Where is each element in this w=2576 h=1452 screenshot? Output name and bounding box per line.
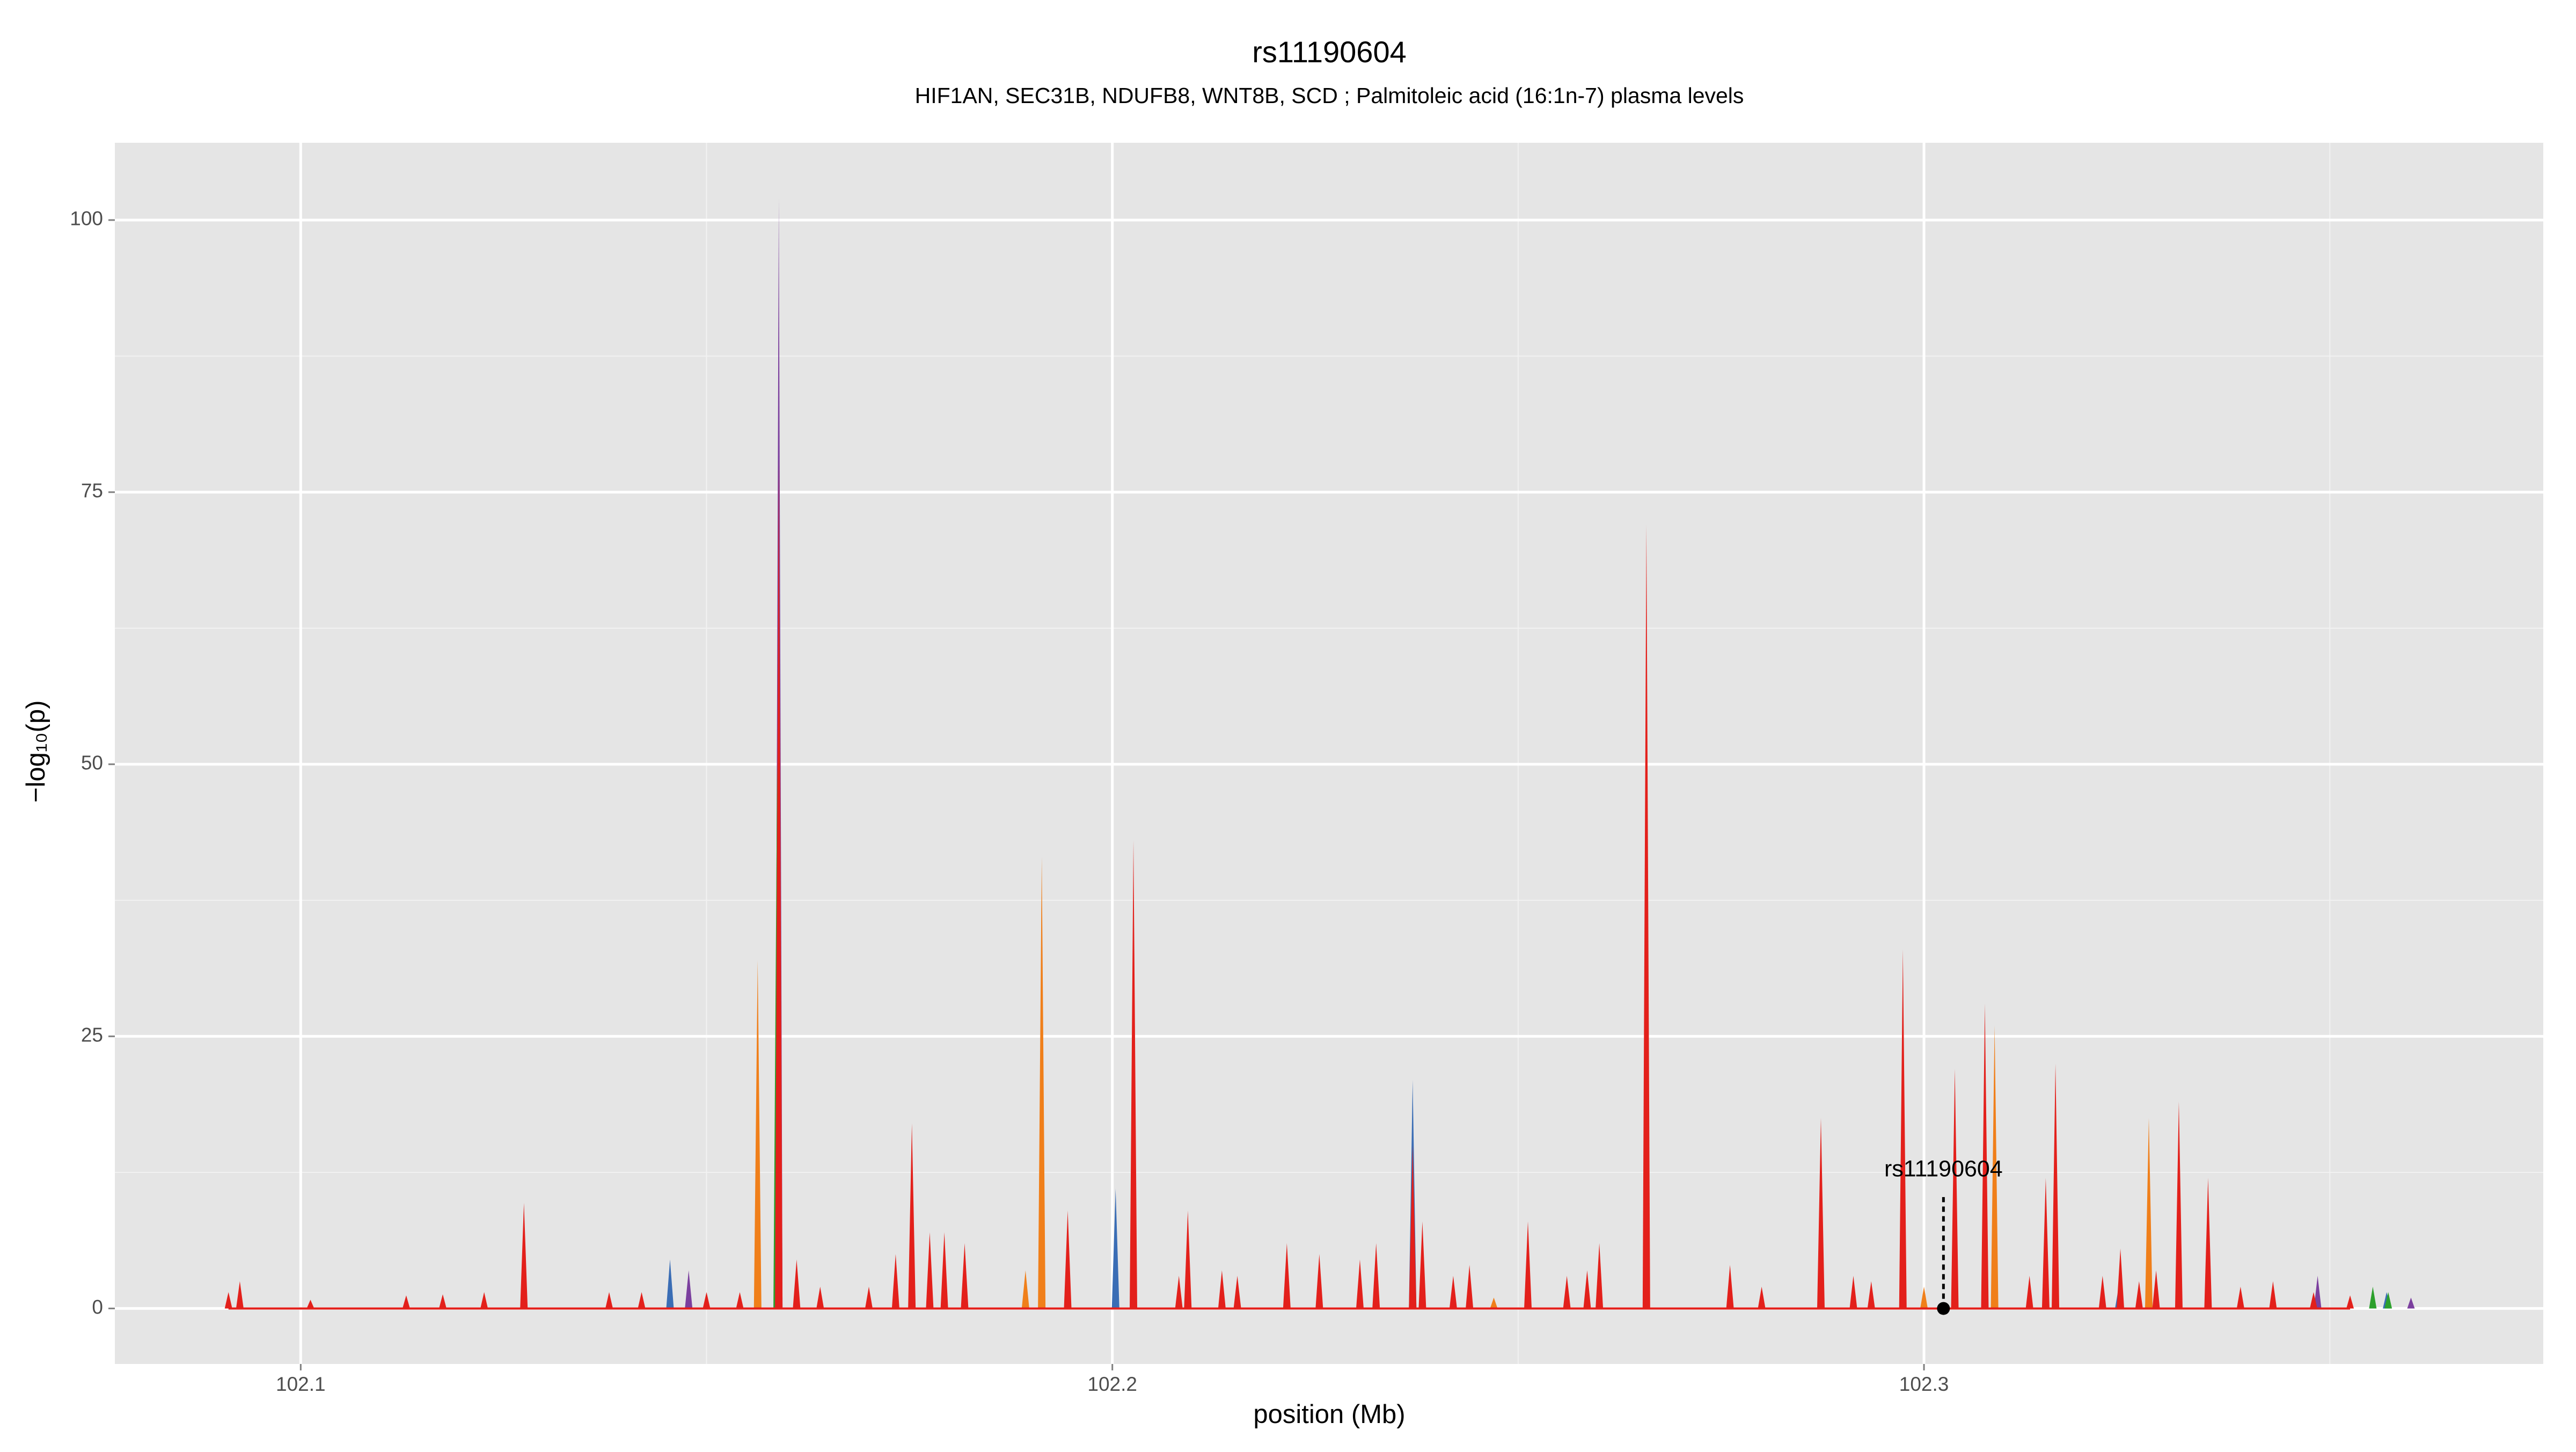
spike bbox=[236, 1281, 244, 1309]
spike bbox=[1981, 1003, 1989, 1309]
spike bbox=[2025, 1275, 2033, 1309]
spike bbox=[2384, 1292, 2392, 1309]
spike bbox=[1064, 1210, 1072, 1309]
spike bbox=[438, 1294, 447, 1309]
spike bbox=[520, 1202, 528, 1309]
spike bbox=[1218, 1270, 1226, 1309]
x-tick-label: 102.2 bbox=[1087, 1373, 1137, 1395]
spike bbox=[1184, 1210, 1192, 1309]
spike bbox=[1849, 1275, 1857, 1309]
y-axis-label: −log₁₀(p) bbox=[21, 701, 50, 803]
spike bbox=[736, 1292, 744, 1309]
spike bbox=[2346, 1295, 2354, 1309]
spike bbox=[2310, 1292, 2318, 1309]
spike bbox=[2135, 1281, 2143, 1309]
spike bbox=[961, 1243, 969, 1309]
spike bbox=[865, 1287, 873, 1309]
spike bbox=[1817, 1118, 1825, 1309]
spike bbox=[1990, 1025, 1999, 1309]
spike bbox=[2041, 1178, 2050, 1309]
chart-title: rs11190604 bbox=[1252, 35, 1407, 69]
x-tick-label: 102.3 bbox=[1899, 1373, 1949, 1395]
spike bbox=[1524, 1221, 1532, 1309]
spike bbox=[940, 1232, 948, 1309]
y-tick-label: 50 bbox=[81, 752, 103, 774]
chart-subtitle: HIF1AN, SEC31B, NDUFB8, WNT8B, SCD ; Pal… bbox=[915, 83, 1744, 108]
spike bbox=[1409, 1145, 1417, 1309]
spike bbox=[1642, 524, 1650, 1309]
spike bbox=[1758, 1287, 1766, 1309]
x-axis-label: position (Mb) bbox=[1253, 1400, 1405, 1429]
spike bbox=[2314, 1275, 2322, 1309]
spike bbox=[402, 1295, 410, 1309]
spike bbox=[1596, 1243, 1604, 1309]
spike bbox=[224, 1292, 232, 1309]
spike bbox=[1449, 1275, 1457, 1309]
spike bbox=[1726, 1265, 1734, 1309]
spike bbox=[1233, 1275, 1241, 1309]
spike bbox=[1130, 840, 1138, 1309]
spike bbox=[702, 1292, 711, 1309]
spike bbox=[2204, 1178, 2212, 1309]
spike bbox=[2236, 1287, 2244, 1309]
spike bbox=[1356, 1259, 1364, 1309]
spike bbox=[1583, 1270, 1591, 1309]
spike bbox=[1021, 1270, 1029, 1309]
spike bbox=[1175, 1275, 1183, 1309]
spike bbox=[1899, 949, 1907, 1309]
spike bbox=[926, 1232, 934, 1309]
spike bbox=[2052, 1063, 2060, 1309]
spike bbox=[775, 459, 783, 1309]
spike bbox=[685, 1270, 693, 1309]
x-tick-label: 102.1 bbox=[276, 1373, 326, 1395]
spike bbox=[753, 960, 762, 1309]
spike bbox=[1111, 1188, 1119, 1309]
spike bbox=[891, 1254, 899, 1309]
spike bbox=[908, 1123, 916, 1309]
spike bbox=[1315, 1254, 1323, 1309]
spike bbox=[1951, 1069, 1959, 1309]
spike bbox=[480, 1292, 488, 1309]
y-tick-label: 0 bbox=[92, 1296, 103, 1318]
y-tick-label: 75 bbox=[81, 480, 103, 502]
spike bbox=[793, 1259, 801, 1309]
spike bbox=[306, 1300, 314, 1309]
spike bbox=[1283, 1243, 1291, 1309]
spike bbox=[1867, 1281, 1875, 1309]
spike bbox=[2145, 1118, 2153, 1309]
annotation-label: rs11190604 bbox=[1884, 1156, 2003, 1181]
spike bbox=[1372, 1243, 1380, 1309]
spike bbox=[1490, 1297, 1498, 1309]
spike bbox=[605, 1292, 613, 1309]
spike bbox=[2098, 1275, 2106, 1309]
spike bbox=[2152, 1270, 2160, 1309]
y-tick-label: 100 bbox=[70, 208, 103, 230]
spike bbox=[1563, 1275, 1571, 1309]
panel bbox=[115, 143, 2543, 1364]
y-tick-label: 25 bbox=[81, 1024, 103, 1046]
spike bbox=[638, 1292, 646, 1309]
spike bbox=[1920, 1287, 1928, 1309]
annotation-point bbox=[1937, 1302, 1950, 1315]
spike bbox=[2269, 1281, 2277, 1309]
spike bbox=[666, 1259, 674, 1309]
spike bbox=[1418, 1221, 1426, 1309]
spike bbox=[1038, 857, 1046, 1309]
spike bbox=[816, 1287, 824, 1309]
spike bbox=[2369, 1287, 2377, 1309]
spike bbox=[2175, 1101, 2183, 1309]
spike bbox=[2117, 1249, 2125, 1309]
spike bbox=[1466, 1265, 1474, 1309]
spike bbox=[2407, 1297, 2415, 1309]
